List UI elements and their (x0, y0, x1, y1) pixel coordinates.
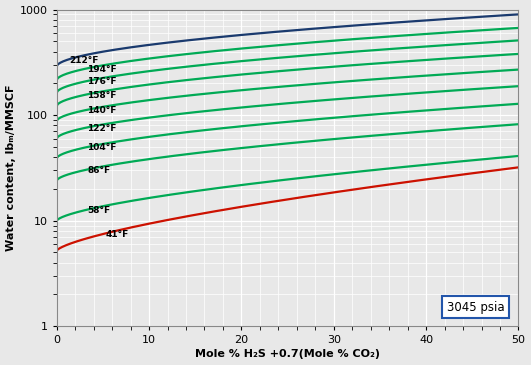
Y-axis label: Water content, lbₘ/MMSCF: Water content, lbₘ/MMSCF (5, 85, 15, 251)
Text: 3045 psia: 3045 psia (447, 301, 504, 314)
Text: 158°F: 158°F (87, 91, 117, 100)
Text: 41°F: 41°F (106, 230, 129, 239)
Text: 212°F: 212°F (68, 56, 98, 65)
Text: 140°F: 140°F (87, 106, 117, 115)
Text: 194°F: 194°F (87, 65, 117, 74)
X-axis label: Mole % H₂S +0.7(Mole % CO₂): Mole % H₂S +0.7(Mole % CO₂) (195, 349, 380, 360)
Text: 176°F: 176°F (87, 77, 117, 86)
Text: 104°F: 104°F (87, 143, 117, 152)
Text: 122°F: 122°F (87, 124, 117, 133)
Text: 86°F: 86°F (87, 166, 110, 175)
Text: 58°F: 58°F (87, 206, 110, 215)
